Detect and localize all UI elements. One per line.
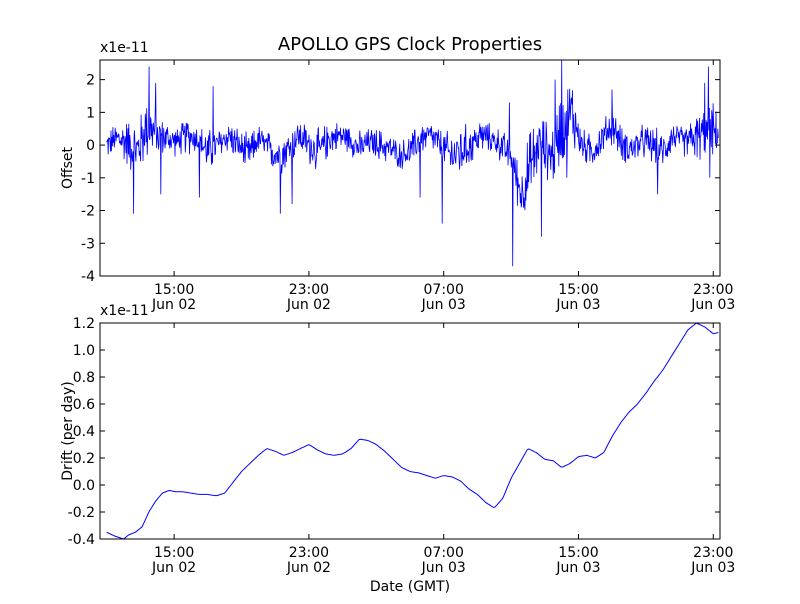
x-tick-date-label: Jun 02 (151, 560, 196, 576)
x-tick-date-label: Jun 03 (421, 560, 466, 576)
y-tick-label: 0.8 (73, 370, 95, 386)
x-tick-time-label: 15:00 (558, 282, 598, 298)
y-scale-label: x1e-11 (100, 40, 149, 56)
y-tick-label: 0.0 (73, 478, 95, 494)
y-tick-label: 0.4 (73, 424, 95, 440)
x-tick-time-label: 15:00 (154, 282, 194, 298)
y-tick-label: 0.2 (73, 451, 95, 467)
x-axis-label: Date (GMT) (370, 579, 450, 595)
x-tick-date-label: Jun 03 (555, 297, 600, 313)
y-tick-label: 0 (86, 138, 95, 154)
x-tick-date-label: Jun 03 (555, 560, 600, 576)
x-tick-date-label: Jun 03 (690, 297, 735, 313)
x-tick-date-label: Jun 03 (690, 560, 735, 576)
x-tick-date-label: Jun 02 (286, 560, 331, 576)
x-tick-date-label: Jun 02 (286, 297, 331, 313)
x-tick-time-label: 23:00 (289, 282, 329, 298)
y-tick-label: 1 (86, 105, 95, 121)
drift-series-line (106, 323, 719, 539)
x-tick-time-label: 15:00 (154, 545, 194, 561)
offset-series-line (106, 60, 719, 267)
y-tick-label: 0.6 (73, 397, 95, 413)
plot-frame (99, 59, 721, 277)
y-tick-label: -4 (81, 269, 95, 285)
x-tick-date-label: Jun 03 (421, 297, 466, 313)
y-tick-label: -3 (81, 236, 95, 252)
y-scale-label: x1e-11 (100, 303, 149, 319)
y-tick-label: -0.4 (68, 532, 95, 548)
y-tick-label: -1 (81, 171, 95, 187)
x-tick-time-label: 23:00 (693, 545, 733, 561)
y-tick-label: -0.2 (68, 505, 95, 521)
x-tick-date-label: Jun 02 (151, 297, 196, 313)
y-tick-label: 1.2 (73, 316, 95, 332)
x-tick-time-label: 15:00 (558, 545, 598, 561)
y-axis-label: Drift (per day) (60, 381, 76, 480)
chart-title: APOLLO GPS Clock Properties (278, 34, 542, 55)
y-tick-label: 1.0 (73, 343, 95, 359)
plot-frame (99, 322, 721, 540)
x-tick-time-label: 07:00 (424, 545, 464, 561)
x-tick-time-label: 23:00 (289, 545, 329, 561)
x-tick-time-label: 23:00 (693, 282, 733, 298)
y-axis-label: Offset (60, 146, 76, 189)
y-tick-label: -2 (81, 204, 95, 220)
y-tick-label: 2 (86, 73, 95, 89)
x-tick-time-label: 07:00 (424, 282, 464, 298)
